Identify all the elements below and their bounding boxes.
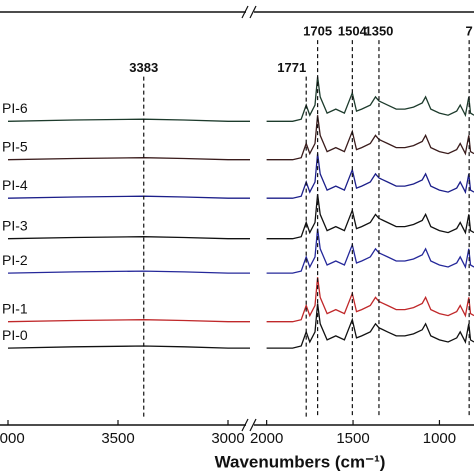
- x-tick-label: 2000: [250, 430, 283, 447]
- annotation-label: 1504: [338, 24, 368, 39]
- spectrum-line: [7, 195, 250, 199]
- annotation-label: 1350: [364, 24, 393, 39]
- spectrum-line: [266, 76, 474, 122]
- series-label: PI-3: [2, 217, 28, 233]
- series-label: PI-2: [2, 252, 28, 268]
- spectrum-line: [7, 118, 250, 122]
- spectrum-line: [266, 194, 474, 240]
- series-label: PI-1: [2, 300, 28, 316]
- series-label: PI-5: [2, 138, 28, 154]
- x-tick-label: 1000: [423, 430, 456, 447]
- spectrum-line: [7, 236, 250, 240]
- axis-break: [241, 5, 249, 19]
- x-tick-label: 4000: [0, 430, 25, 447]
- series-label: PI-0: [2, 327, 28, 343]
- x-tick-label: 3500: [101, 430, 134, 447]
- axis-break: [249, 5, 257, 19]
- spectrum-line: [266, 153, 474, 199]
- spectrum-line: [266, 303, 474, 349]
- x-tick-label: 1500: [336, 430, 369, 447]
- spectrum-line: [266, 277, 474, 323]
- x-axis-label: Wavenumbers (cm⁻¹): [215, 452, 386, 471]
- spectrum-line: [266, 115, 474, 161]
- annotation-label: 1705: [303, 24, 332, 39]
- spectrum-line: [266, 228, 474, 274]
- x-tick-label: 3000: [211, 430, 244, 447]
- series-label: PI-4: [2, 177, 28, 193]
- spectrum-line: [7, 157, 250, 161]
- axis-break: [249, 418, 257, 432]
- axis-break: [241, 418, 249, 432]
- spectrum-line: [7, 270, 250, 274]
- annotation-label: 7: [466, 24, 473, 39]
- annotation-label: 3383: [129, 60, 158, 75]
- spectrum-line: [7, 319, 250, 323]
- annotation-label: 1771: [277, 60, 306, 75]
- series-label: PI-6: [2, 100, 28, 116]
- spectrum-line: [7, 345, 250, 349]
